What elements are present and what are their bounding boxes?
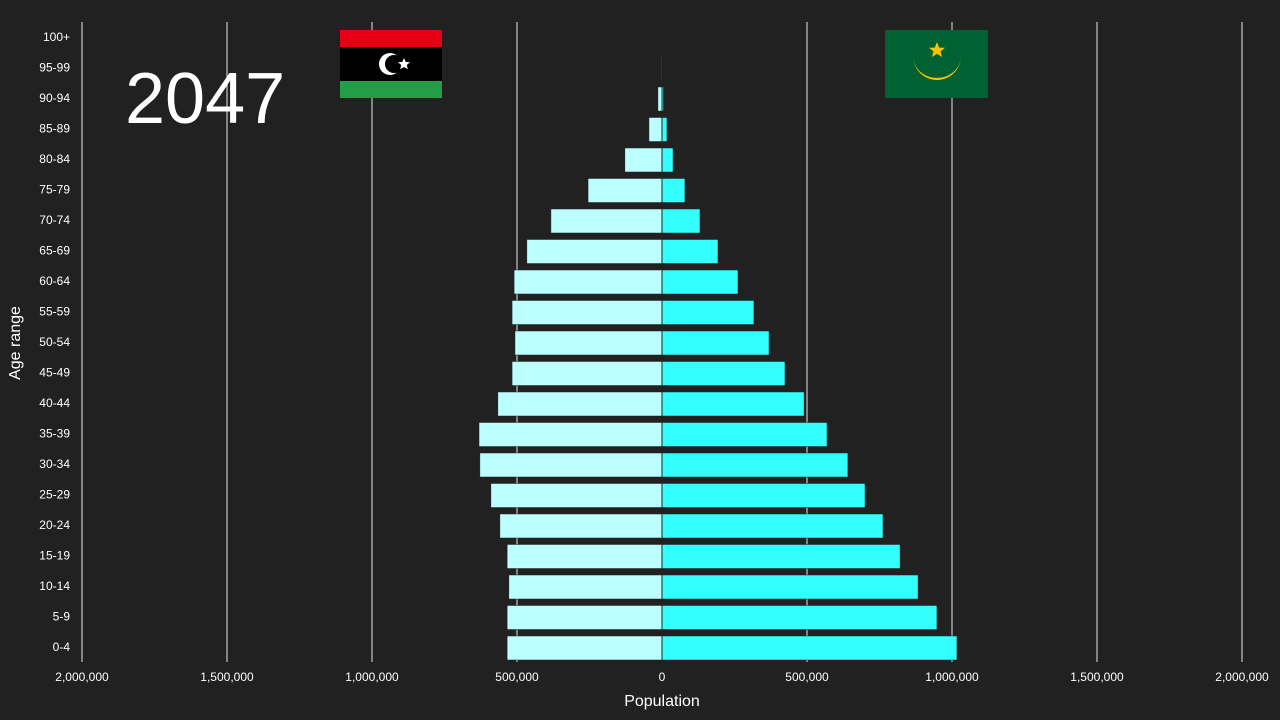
x-tick-label: 2,000,000: [1215, 670, 1269, 684]
bar: [661, 513, 884, 539]
bar: [526, 239, 663, 264]
x-tick-label: 1,000,000: [345, 670, 399, 684]
bar: [497, 391, 663, 417]
bar: [499, 513, 663, 539]
y-tick-label: 85-89: [39, 122, 70, 136]
y-tick-label: 95-99: [39, 61, 70, 75]
bar: [661, 147, 674, 173]
bar: [514, 330, 663, 356]
y-tick-label: 50-54: [39, 335, 70, 349]
y-tick-label: 40-44: [39, 396, 70, 410]
x-axis-title: Population: [624, 693, 700, 710]
y-tick-label: 90-94: [39, 91, 70, 105]
flag-libya: [340, 30, 442, 98]
bar-layer: [478, 22, 958, 662]
y-tick-label: 45-49: [39, 366, 70, 380]
x-tick-label: 1,500,000: [1070, 670, 1124, 684]
bar: [661, 422, 828, 447]
y-tick-label: 65-69: [39, 244, 70, 258]
y-tick-label: 75-79: [39, 183, 70, 197]
year-label: 2047: [125, 59, 285, 139]
bar: [661, 117, 668, 142]
bar: [511, 361, 663, 386]
bar: [490, 483, 663, 508]
y-tick-label: 20-24: [39, 518, 70, 532]
bar: [506, 544, 663, 569]
bar: [661, 605, 938, 630]
bar: [661, 239, 719, 264]
y-tick-label: 15-19: [39, 549, 70, 563]
bar: [661, 483, 866, 508]
y-axis-title: Age range: [7, 306, 24, 380]
y-tick-label: 0-4: [53, 640, 71, 654]
x-tick-label: 500,000: [785, 670, 829, 684]
bar: [513, 269, 663, 295]
y-tick-label: 55-59: [39, 305, 70, 319]
bar: [479, 452, 663, 478]
bar: [661, 361, 786, 386]
bar: [648, 117, 663, 142]
y-tick-label: 25-29: [39, 488, 70, 502]
bar: [511, 300, 663, 325]
x-tick-label: 500,000: [495, 670, 539, 684]
x-tick-label: 1,500,000: [200, 670, 254, 684]
x-tick-label: 2,000,000: [55, 670, 109, 684]
bar: [661, 391, 805, 417]
bar: [624, 147, 663, 173]
y-tick-label: 70-74: [39, 213, 70, 227]
flag-mauritania: [885, 30, 988, 98]
bar: [661, 178, 686, 203]
y-tick-label: 80-84: [39, 152, 70, 166]
bar: [661, 208, 701, 234]
y-tick-label: 5-9: [53, 610, 71, 624]
bar: [587, 178, 663, 203]
bar: [508, 574, 663, 600]
y-tick-label: 30-34: [39, 457, 70, 471]
bar: [661, 635, 958, 661]
y-tick-label: 60-64: [39, 274, 70, 288]
y-tick-label: 10-14: [39, 579, 70, 593]
bar: [661, 330, 770, 356]
y-tick-label: 35-39: [39, 427, 70, 441]
bar: [657, 86, 663, 112]
bar: [661, 269, 739, 295]
bar: [550, 208, 663, 234]
x-tick-label: 0: [659, 670, 666, 684]
bar: [506, 605, 663, 630]
x-tick-label: 1,000,000: [925, 670, 979, 684]
bar: [661, 574, 919, 600]
bar: [478, 422, 663, 447]
bar: [506, 635, 663, 661]
bar: [661, 452, 849, 478]
y-tick-label: 100+: [43, 30, 70, 44]
bar: [661, 300, 755, 325]
bar: [661, 544, 901, 569]
